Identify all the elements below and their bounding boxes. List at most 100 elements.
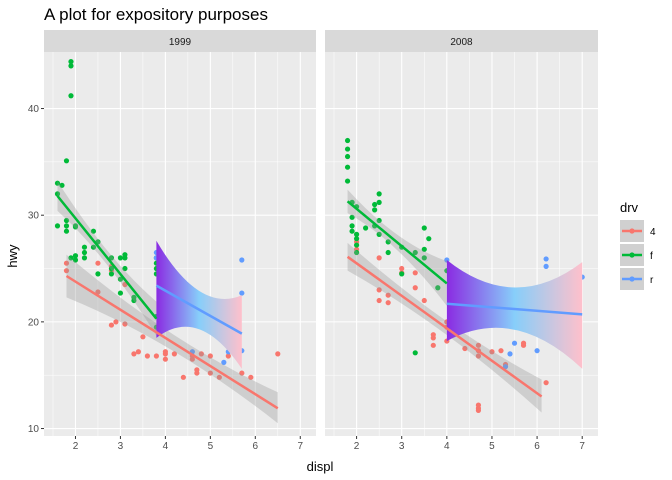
legend-key-point-4 (629, 228, 635, 234)
point-f (344, 153, 351, 160)
point-f (68, 63, 74, 69)
y-tick-label: 10 (28, 424, 40, 435)
facet-panel-2008: 2008 2 3 4 5 6 7 (325, 30, 598, 452)
point-4 (520, 340, 527, 346)
point-f (63, 217, 70, 224)
trend-line-f (346, 200, 448, 285)
point-f (81, 249, 88, 256)
legend-label-4: 4 (650, 227, 656, 238)
point-f (95, 271, 101, 277)
point-4 (412, 270, 418, 276)
panel-background (44, 52, 316, 436)
point-r (239, 290, 245, 296)
point-4 (162, 356, 168, 362)
point-f (372, 201, 378, 208)
point-f (372, 207, 378, 213)
point-f (349, 214, 355, 220)
panel-background (325, 52, 598, 436)
point-f (349, 223, 355, 229)
point-f (344, 178, 351, 184)
point-f (54, 223, 61, 229)
point-4 (385, 300, 391, 306)
point-4 (122, 321, 128, 327)
point-f (117, 255, 124, 261)
point-4 (216, 374, 222, 380)
point-4 (543, 380, 549, 386)
point-4 (239, 370, 245, 376)
point-f (81, 255, 88, 261)
facet-strip-label: 1999 (169, 37, 192, 48)
legend-key-point-f (629, 252, 635, 258)
point-f (54, 180, 61, 186)
point-f (54, 191, 61, 197)
point-r (543, 256, 549, 262)
point-f (90, 228, 97, 234)
point-f (63, 228, 70, 234)
point-4 (63, 260, 70, 266)
point-f (344, 146, 351, 152)
point-f (376, 231, 382, 237)
point-f (421, 225, 427, 231)
point-f (72, 223, 79, 229)
point-f (63, 158, 70, 164)
point-f (59, 182, 65, 188)
point-4 (399, 265, 405, 272)
point-4 (140, 334, 146, 340)
point-r (239, 257, 245, 263)
point-f (435, 285, 441, 291)
point-f (108, 271, 115, 277)
confidence-band-r (446, 260, 583, 369)
point-f (385, 249, 391, 256)
y-tick-label: 40 (28, 104, 40, 115)
legend-label-r: r (650, 275, 654, 286)
point-4 (207, 370, 213, 376)
point-4 (180, 374, 186, 380)
point-4 (462, 345, 468, 352)
x-tick-label: 7 (297, 441, 303, 452)
legend-key-point-r (629, 276, 635, 282)
y-tick-label: 30 (28, 211, 40, 222)
legend-label-f: f (650, 251, 653, 262)
point-4 (421, 297, 427, 304)
point-4 (135, 349, 142, 355)
confidence-band-f (347, 189, 447, 306)
point-4 (430, 342, 436, 348)
point-f (68, 255, 74, 261)
trend-line-r (446, 302, 583, 316)
point-f (108, 255, 115, 261)
facet-strip-label: 2008 (450, 37, 473, 48)
point-f (68, 93, 74, 99)
x-tick-label: 2 (354, 441, 360, 452)
point-f (376, 199, 382, 205)
point-f (68, 59, 74, 65)
y-axis-title: hwy (5, 244, 20, 268)
point-4 (63, 268, 70, 274)
point-f (349, 228, 355, 234)
point-4 (95, 260, 101, 266)
point-f (353, 242, 360, 248)
x-tick-label: 2 (73, 441, 79, 452)
point-r (502, 364, 509, 370)
point-f (344, 137, 351, 144)
point-4 (171, 351, 177, 357)
point-4 (198, 351, 204, 357)
point-f (90, 244, 97, 250)
trend-line-4 (65, 274, 279, 410)
point-f (122, 252, 128, 258)
point-r (507, 351, 513, 357)
point-4 (144, 353, 151, 359)
x-tick-label: 3 (118, 441, 124, 452)
trend-line-4 (346, 255, 543, 398)
x-tick-label: 4 (444, 441, 450, 452)
point-4 (475, 342, 482, 348)
point-4 (376, 255, 382, 261)
x-tick-label: 3 (399, 441, 405, 452)
x-tick-label: 5 (208, 441, 214, 452)
point-f (385, 239, 391, 245)
point-f (363, 225, 369, 231)
point-4 (108, 322, 115, 328)
point-4 (376, 297, 382, 304)
point-f (108, 265, 115, 272)
point-4 (194, 370, 200, 376)
